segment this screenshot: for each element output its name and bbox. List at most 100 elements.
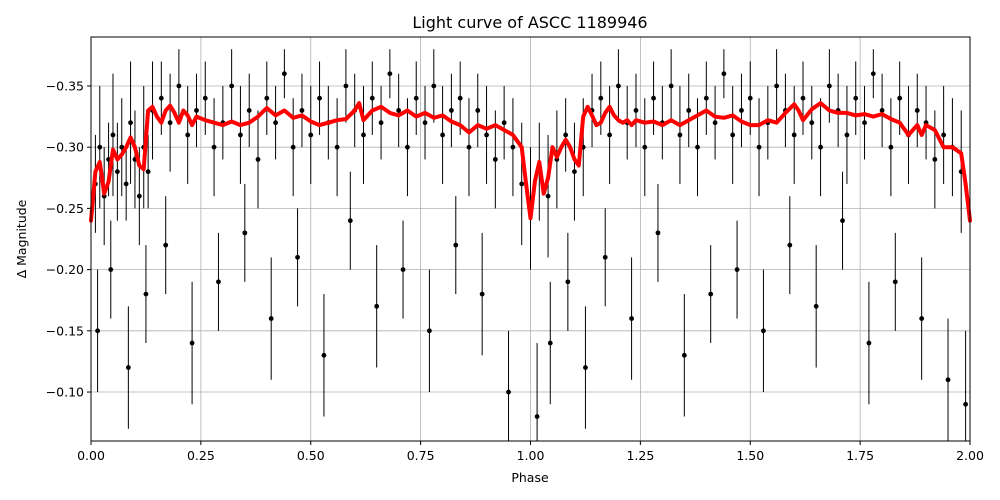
- x-tick-label: 1.75: [846, 448, 874, 463]
- data-point: [110, 132, 116, 138]
- data-point: [400, 267, 406, 273]
- data-point: [128, 120, 133, 126]
- data-point: [519, 181, 525, 187]
- data-point: [721, 71, 727, 77]
- data-point: [945, 377, 951, 383]
- data-point: [853, 95, 859, 101]
- data-point: [563, 132, 569, 138]
- x-axis-ticks: 0.00 0.25 0.50 0.75 1.00 1.25 1.50 1.75 2.00: [77, 441, 984, 463]
- data-point: [396, 108, 402, 113]
- data-point: [238, 132, 243, 138]
- data-point: [681, 352, 687, 358]
- data-point: [686, 108, 692, 113]
- data-point: [114, 169, 120, 175]
- x-tick-label: 1.00: [517, 448, 545, 463]
- data-point: [167, 120, 173, 126]
- x-tick-label: 1.50: [736, 448, 764, 463]
- data-point: [583, 365, 588, 370]
- data-point: [343, 83, 349, 89]
- data-point: [919, 316, 925, 321]
- data-point: [616, 83, 621, 89]
- data-point: [668, 83, 674, 89]
- data-point: [826, 83, 832, 89]
- y-tick-label: −0.20: [46, 262, 84, 277]
- data-point: [475, 108, 481, 113]
- y-tick-label: −0.15: [46, 323, 84, 338]
- data-point: [572, 169, 577, 175]
- data-point: [457, 95, 463, 101]
- data-point: [229, 83, 235, 89]
- data-point: [317, 95, 322, 101]
- data-point: [281, 71, 287, 77]
- data-point: [216, 279, 221, 285]
- data-point: [756, 144, 762, 150]
- data-point: [602, 254, 608, 260]
- data-point: [914, 108, 920, 113]
- data-point: [651, 95, 656, 101]
- data-point: [242, 230, 248, 236]
- y-tick-label: −0.10: [46, 385, 84, 400]
- data-point: [347, 218, 353, 224]
- data-point: [448, 108, 454, 113]
- data-point: [677, 132, 683, 138]
- data-point: [870, 71, 876, 77]
- data-point: [405, 144, 410, 150]
- x-tick-label: 0.00: [77, 448, 105, 463]
- data-point: [607, 132, 613, 138]
- data-point: [374, 303, 380, 309]
- x-tick-label: 2.00: [956, 448, 984, 463]
- data-point: [290, 144, 296, 150]
- data-point: [484, 132, 489, 138]
- data-point: [492, 157, 498, 162]
- data-point: [334, 144, 340, 150]
- data-point: [255, 157, 261, 162]
- data-point: [143, 291, 149, 297]
- data-point: [774, 83, 780, 89]
- data-point: [427, 328, 432, 334]
- data-point: [211, 144, 217, 150]
- data-point: [941, 132, 947, 138]
- data-point: [97, 144, 103, 150]
- data-point: [479, 291, 485, 297]
- data-point: [879, 108, 885, 113]
- data-point: [642, 144, 648, 150]
- data-point: [791, 132, 797, 138]
- data-point: [897, 95, 903, 101]
- data-point: [158, 95, 164, 101]
- data-point: [299, 108, 305, 113]
- data-point: [598, 95, 604, 101]
- data-point: [734, 267, 740, 273]
- data-point: [818, 144, 823, 150]
- data-point: [655, 230, 661, 236]
- x-tick-label: 1.25: [626, 448, 654, 463]
- data-point: [387, 71, 393, 77]
- data-point: [378, 120, 384, 126]
- data-point: [95, 328, 100, 334]
- data-point: [501, 120, 507, 126]
- chart-title: Light curve of ASCC 1189946: [412, 13, 647, 32]
- y-axis-label: Δ Magnitude: [14, 199, 29, 278]
- data-point: [268, 316, 274, 321]
- data-point: [108, 267, 114, 273]
- data-point: [629, 316, 634, 321]
- data-point: [840, 218, 845, 224]
- data-point: [194, 108, 199, 113]
- data-point: [145, 169, 151, 175]
- data-point: [761, 328, 766, 334]
- data-point: [189, 340, 195, 346]
- model-curve-path: [89, 101, 972, 223]
- data-point: [892, 279, 898, 285]
- x-axis-label: Phase: [511, 470, 549, 485]
- y-axis-ticks: −0.35 −0.30 −0.25 −0.20 −0.15 −0.10: [46, 78, 91, 400]
- data-point: [136, 193, 142, 199]
- data-point: [308, 132, 314, 138]
- data-point: [547, 340, 553, 346]
- data-point: [413, 95, 419, 101]
- data-point: [809, 120, 815, 126]
- data-point: [422, 120, 428, 126]
- x-tick-label: 0.75: [407, 448, 435, 463]
- model-curve: [89, 101, 972, 223]
- data-point: [862, 120, 867, 126]
